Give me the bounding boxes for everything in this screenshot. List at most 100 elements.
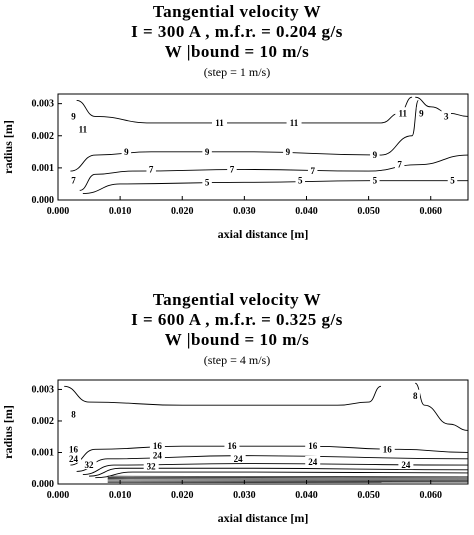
chart2-contour-label-bg	[149, 440, 165, 451]
chart2-yaxis-label: radius [m]	[1, 405, 15, 459]
chart2-plot-frame	[57, 379, 469, 485]
chart1-contour-label: 9	[124, 147, 129, 157]
chart2-contour-near-wall	[107, 478, 469, 480]
chart1-contour-label-bg	[307, 165, 318, 176]
chart1-contour-label: 7	[397, 160, 402, 170]
chart1-contour-line-9	[70, 99, 419, 172]
chart2-contour-label: 16	[227, 441, 237, 451]
chart2-contour-plot: 0.000 0.010 0.020 0.030 0.040 0.050 0.060 0.000…	[1, 379, 469, 525]
chart1-subtitle-bound: W |bound = 10 m/s	[164, 42, 310, 61]
chart2-ytick-label: 0.000	[32, 479, 55, 490]
chart2-xtick-label: 0.020	[171, 490, 194, 501]
chart2-contour-line-12	[414, 382, 469, 431]
chart1-contour-label: 7	[71, 176, 76, 186]
chart1-contour-line-5	[82, 180, 468, 195]
chart1-contour-label-bg	[75, 123, 91, 134]
chart1-contour-label-bg	[416, 107, 427, 118]
chart2-contour-label: 24	[69, 454, 79, 464]
chart1-contour-label: 7	[230, 164, 235, 174]
chart1-contour-label-bg	[295, 174, 306, 185]
chart2-contour-label-bg	[230, 452, 246, 463]
chart2-contour-line-32	[95, 471, 469, 479]
chart1-xtick-label: 0.030	[233, 206, 256, 217]
chart2-xtick-label: 0.030	[233, 490, 256, 501]
chart1-contour-label-bg	[227, 163, 237, 174]
chart2-xtick-label: 0.010	[109, 490, 132, 501]
chart1-contour-label-bg	[202, 145, 212, 156]
chart2-contour-near-wall	[107, 477, 469, 479]
chart1-contour-label: 5	[205, 177, 210, 187]
chart2-title: Tangential velocity W	[152, 290, 322, 309]
chart2-contour-near-wall	[107, 475, 469, 478]
chart2-contour-label: 32	[147, 462, 157, 472]
chart2-contour-label-bg	[410, 389, 420, 400]
chart2-contour-label: 24	[308, 457, 318, 467]
chart1-contour-label-bg	[394, 158, 405, 169]
chart1-xtick-label: 0.050	[357, 206, 380, 217]
chart1-contour-label: 7	[149, 164, 154, 174]
chart2-contour-line-16	[70, 445, 469, 466]
chart1-contour-label-bg	[202, 176, 212, 187]
chart1-yaxis-label: radius [m]	[1, 120, 15, 174]
chart2-contour-label-bg	[66, 443, 82, 454]
chart1-contour-label: 11	[215, 118, 224, 128]
chart1-contour-label: 9	[205, 147, 210, 157]
chart1-contour-label-bg	[68, 174, 79, 185]
chart2-subtitle-bound: W |bound = 10 m/s	[164, 330, 310, 349]
chart2-contour-label-bg	[66, 452, 82, 463]
chart1-xtick-label: 0.020	[171, 206, 194, 217]
chart2-xtick-label: 0.050	[357, 490, 380, 501]
chart1-step-note: (step = 1 m/s)	[203, 65, 271, 79]
chart2-subtitle-current: I = 600 A , m.f.r. = 0.325 g/s	[131, 310, 343, 329]
chart2-contour-line-8	[64, 385, 382, 406]
chart2-ytick-label: 0.001	[32, 447, 55, 458]
chart2-contour-label-bg	[305, 455, 321, 466]
chart2-contour-line-28	[89, 467, 469, 477]
chart1-contour-line-7	[79, 154, 469, 191]
chart2-contour-label-bg	[305, 440, 321, 451]
chart2-contour-line-24	[82, 463, 469, 475]
chart2-contour-label: 8	[413, 391, 418, 401]
chart1-contour-label: 11	[290, 118, 299, 128]
chart1-contour-label: 9	[286, 147, 291, 157]
chart2-contour-label-bg	[224, 440, 240, 451]
chart1-contour-label: 5	[450, 176, 455, 186]
chart1-contour-label: 7	[310, 166, 315, 176]
chart1-contour-label-bg	[286, 116, 302, 127]
chart2-contour-label: 16	[69, 444, 79, 454]
chart1-contour-label-bg	[212, 116, 228, 127]
chart1-xtick-label: 0.060	[419, 206, 442, 217]
chart1-contour-line-3	[415, 96, 469, 117]
chart1-contour-label-bg	[395, 107, 411, 118]
chart1-contour-label-bg	[146, 163, 156, 174]
chart2-contour-line-20	[76, 455, 469, 472]
chart1-plot-frame	[57, 93, 469, 201]
chart1-contour-label: 9	[71, 111, 76, 121]
chart1-ytick-label: 0.002	[32, 131, 55, 142]
chart1-contour-line-11	[76, 96, 413, 124]
chart1-contour-label: 11	[399, 108, 408, 118]
chart2-contour-label: 16	[383, 444, 393, 454]
chart1-title: Tangential velocity W	[152, 2, 322, 21]
chart1-title-block: Tangential velocity W I = 300 A , m.f.r.…	[0, 2, 474, 80]
chart1-contour-label-bg	[370, 149, 380, 160]
chart1-contour-label-bg	[441, 110, 452, 121]
chart1-contour-label: 9	[419, 108, 424, 118]
chart2-contour-label: 16	[308, 441, 318, 451]
chart1-subtitle-current: I = 300 A , m.f.r. = 0.204 g/s	[131, 22, 343, 41]
chart2-contour-label: 8	[71, 410, 76, 420]
chart1-contour-label-bg	[121, 145, 132, 156]
chart2-xtick-label: 0.040	[295, 490, 318, 501]
chart2-contour-label-bg	[143, 460, 159, 471]
chart1-contour-label: 5	[373, 176, 378, 186]
chart2-contour-label-bg	[81, 459, 97, 470]
chart2-step-note: (step = 4 m/s)	[203, 353, 271, 367]
chart2-xtick-label: 0.060	[419, 490, 442, 501]
chart2-contour-label-bg	[398, 459, 414, 470]
chart2-ytick-label: 0.003	[32, 384, 55, 395]
chart2-contour-label: 32	[85, 460, 95, 470]
chart2-contour-label-bg	[68, 408, 79, 419]
chart1-contour-label-bg	[370, 174, 380, 185]
chart1-contour-label: 11	[79, 124, 88, 134]
chart1-xtick-label: 0.040	[295, 206, 318, 217]
